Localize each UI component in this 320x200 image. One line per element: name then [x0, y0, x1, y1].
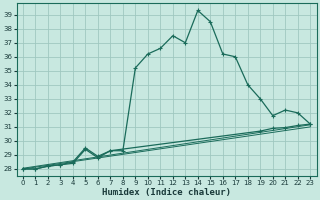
- X-axis label: Humidex (Indice chaleur): Humidex (Indice chaleur): [102, 188, 231, 197]
